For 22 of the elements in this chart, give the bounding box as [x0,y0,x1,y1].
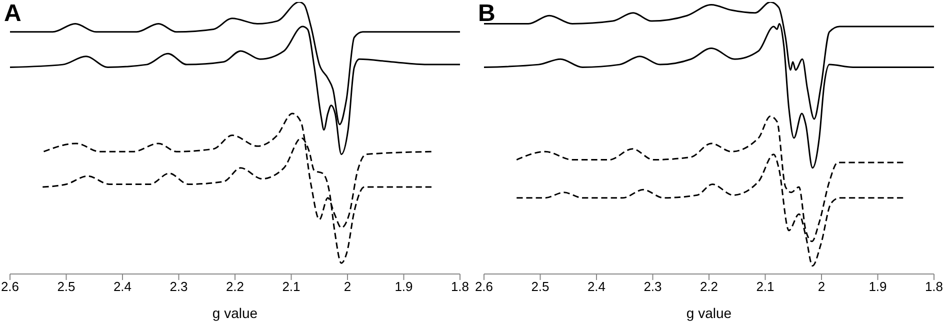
chart-title: B [478,0,496,28]
x-tick-label: 2.1 [756,279,774,294]
x-tick-label: 2.1 [282,279,300,294]
x-tick-label: 2.2 [700,279,718,294]
x-tick-label: 2.6 [0,279,20,294]
x-tick-label: 2.4 [587,279,606,294]
x-axis-title: g value [212,305,258,321]
x-tick-label: 2.4 [113,279,132,294]
x-tick-label: 2 [344,279,352,294]
x-tick-label: 2.5 [57,279,76,294]
x-tick-label: 2.6 [474,279,494,294]
x-tick-label: 2.5 [531,279,550,294]
x-tick-label: 1.9 [394,279,413,294]
x-tick-label: 2 [818,279,826,294]
x-tick-label: 1.8 [924,279,944,294]
x-tick-label: 1.8 [450,279,470,294]
x-tick-label: 2.2 [226,279,244,294]
x-tick-label: 1.9 [868,279,887,294]
x-tick-label: 2.3 [644,279,662,294]
x-axis-title: g value [686,305,732,321]
x-tick-label: 2.3 [170,279,188,294]
chart-title: A [4,0,22,28]
